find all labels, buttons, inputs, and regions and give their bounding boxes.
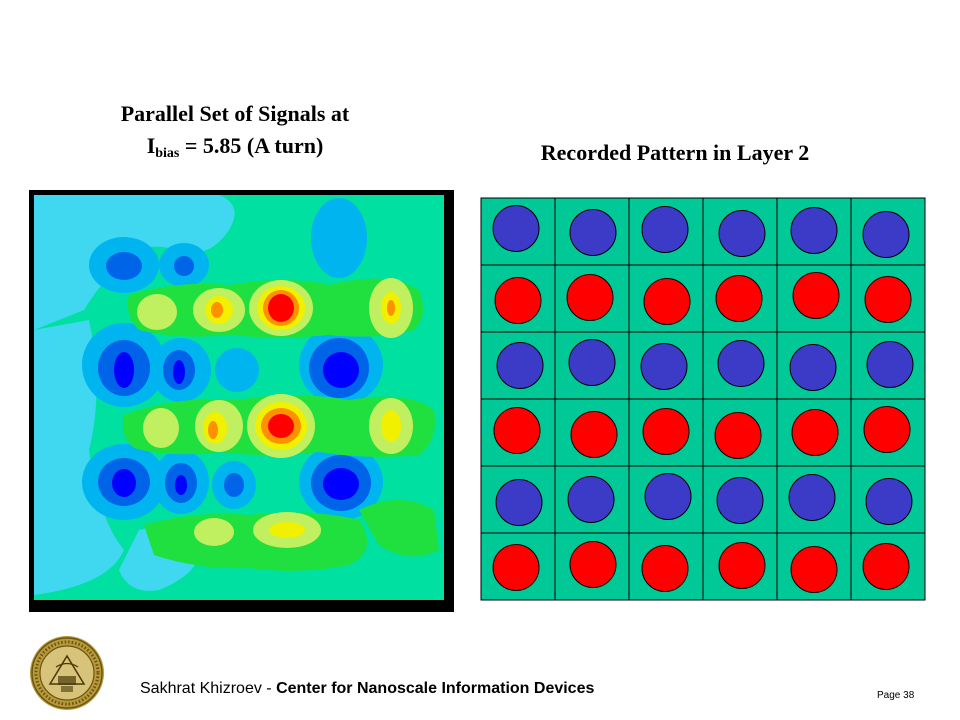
- blue-bit-dot: [862, 211, 910, 258]
- heatmap-region: [174, 256, 194, 276]
- heatmap-region: [224, 473, 244, 497]
- heatmap-region: [208, 421, 218, 439]
- heatmap-region: [215, 348, 259, 392]
- blue-bit-dot: [567, 476, 615, 523]
- blue-bit-dot: [496, 342, 544, 389]
- heatmap-region: [269, 522, 305, 538]
- footer-credit: Sakhrat Khizroev - Center for Nanoscale …: [140, 680, 594, 698]
- red-bit-dot: [570, 411, 618, 458]
- red-bit-dot: [566, 274, 614, 321]
- heatmap-region: [137, 294, 177, 330]
- heatmap-region: [175, 475, 187, 495]
- red-bit-dot: [718, 542, 766, 589]
- red-bit-dot: [643, 278, 691, 325]
- blue-bit-dot: [495, 479, 543, 526]
- heatmap-region: [173, 360, 185, 384]
- left-chart-title: Parallel Set of Signals at Ibias = 5.85 …: [80, 98, 390, 170]
- heatmap-region: [381, 410, 401, 442]
- blue-bit-dot: [789, 344, 837, 391]
- red-bit-dot: [792, 272, 840, 319]
- heatmap-region: [106, 252, 142, 280]
- blue-bit-dot: [866, 341, 914, 388]
- blue-bit-dot: [644, 473, 692, 520]
- red-bit-dot: [492, 544, 540, 591]
- bias-subscript: bias: [155, 146, 180, 161]
- red-bit-dot: [641, 545, 689, 592]
- red-bit-dot: [863, 406, 911, 453]
- heatmap-region: [112, 469, 136, 497]
- footer-organization: Center for Nanoscale Information Devices: [276, 680, 595, 697]
- recorded-pattern-grid: [480, 197, 926, 601]
- blue-bit-dot: [492, 205, 540, 252]
- left-title-line1: Parallel Set of Signals at: [120, 101, 350, 126]
- red-bit-dot: [494, 277, 542, 324]
- blue-bit-dot: [718, 210, 766, 257]
- heatmap-region: [268, 414, 294, 438]
- red-bit-dot: [493, 407, 541, 454]
- footer-author: Sakhrat Khizroev -: [140, 680, 277, 697]
- blue-bit-dot: [569, 209, 617, 256]
- blue-bit-dot: [717, 340, 765, 387]
- page-number: Page 38: [877, 690, 915, 701]
- red-bit-dot: [790, 546, 838, 593]
- university-seal-logo: [30, 636, 104, 710]
- red-bit-dot: [715, 275, 763, 322]
- red-bit-dot: [714, 412, 762, 459]
- red-bit-dot: [642, 408, 690, 455]
- heatmap-svg: [34, 195, 444, 600]
- blue-bit-dot: [568, 339, 616, 386]
- blue-bit-dot: [716, 477, 764, 524]
- heatmap-region: [387, 300, 395, 316]
- blue-bit-dot: [641, 206, 689, 253]
- red-bit-dot: [862, 543, 910, 590]
- bias-symbol: I: [146, 133, 156, 158]
- red-bit-dot: [791, 409, 839, 456]
- red-bit-dot: [864, 276, 912, 323]
- blue-bit-dot: [790, 207, 838, 254]
- heatmap-region: [194, 518, 234, 546]
- bias-value: = 5.85 (A turn): [179, 133, 324, 158]
- heatmap-region: [143, 408, 179, 448]
- heatmap-region: [34, 195, 235, 330]
- right-chart-title: Recorded Pattern in Layer 2: [540, 140, 810, 165]
- red-bit-dot: [569, 541, 617, 588]
- blue-bit-dot: [865, 478, 913, 525]
- heatmap-region: [323, 468, 359, 500]
- heatmap-region: [34, 320, 124, 595]
- heatmap-region: [323, 352, 359, 388]
- heatmap-region: [359, 500, 439, 557]
- heatmap-region: [268, 294, 294, 322]
- blue-bit-dot: [788, 474, 836, 521]
- heatmap-region: [211, 302, 223, 318]
- heatmap-region: [114, 352, 134, 388]
- blue-bit-dot: [640, 343, 688, 390]
- heatmap-region: [311, 198, 367, 278]
- signal-heatmap: [29, 190, 454, 612]
